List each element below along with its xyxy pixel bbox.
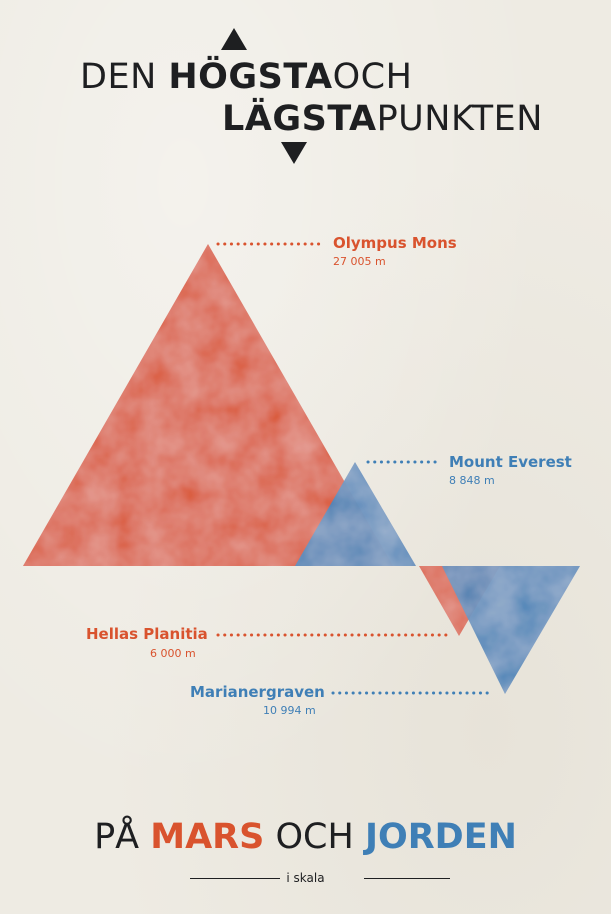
scale-rule-left (190, 878, 280, 879)
olympus-mons-triangle (23, 244, 393, 566)
mount-everest-value: 8 848 m (449, 474, 495, 487)
bottom-och: OCH (275, 817, 354, 857)
up-arrow-icon (221, 28, 247, 50)
bottom-pa: PÅ (94, 817, 140, 857)
marianergraven-triangle (442, 566, 580, 694)
title-punkten: PUNKTEN (376, 99, 543, 139)
title-line-1: DEN HÖGSTAOCH (80, 60, 412, 95)
hellas-planitia-label: Hellas Planitia (86, 625, 208, 643)
mount-everest-label: Mount Everest (449, 453, 572, 471)
scale-rule-right (364, 878, 450, 879)
scale-note: i skala (286, 871, 325, 885)
bottom-title: PÅ MARS OCH JORDEN (0, 820, 611, 855)
hellas-planitia-value: 6 000 m (150, 647, 196, 660)
olympus-mons-value: 27 005 m (333, 255, 386, 268)
title-och: OCH (332, 57, 413, 97)
marianergraven-value: 10 994 m (263, 704, 316, 717)
mount-everest-triangle (295, 462, 416, 566)
olympus-mons-label: Olympus Mons (333, 234, 457, 252)
title-lagsta: LÄGSTA (222, 99, 377, 139)
bottom-mars: MARS (150, 817, 265, 857)
title-hogsta: HÖGSTA (168, 57, 333, 97)
title-den: DEN (80, 57, 157, 97)
marianergraven-label: Marianergraven (190, 683, 325, 701)
down-arrow-icon (281, 142, 307, 164)
bottom-jorden: JORDEN (364, 817, 517, 857)
title-line-2: LÄGSTAPUNKTEN (222, 102, 543, 137)
